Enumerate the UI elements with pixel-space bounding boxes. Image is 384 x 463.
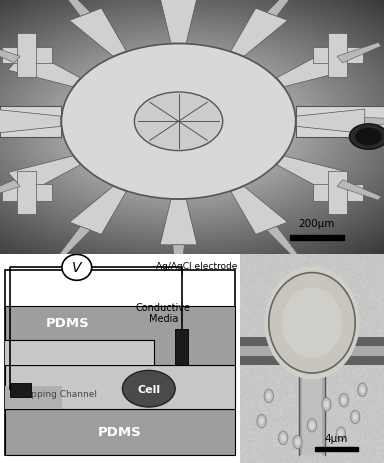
Ellipse shape bbox=[122, 370, 175, 407]
Text: Ag/AgCl electrode: Ag/AgCl electrode bbox=[156, 261, 237, 270]
Circle shape bbox=[259, 418, 264, 425]
Bar bbox=[5, 409, 235, 455]
Text: Conductive
Media: Conductive Media bbox=[136, 302, 191, 324]
Bar bbox=[5, 386, 62, 409]
Circle shape bbox=[307, 419, 316, 432]
Bar bbox=[5, 271, 235, 455]
Polygon shape bbox=[0, 44, 20, 64]
Polygon shape bbox=[8, 50, 80, 88]
Circle shape bbox=[134, 93, 223, 151]
Text: Cell: Cell bbox=[137, 384, 161, 394]
Polygon shape bbox=[267, 227, 297, 256]
Polygon shape bbox=[0, 181, 20, 200]
Polygon shape bbox=[299, 365, 325, 455]
Polygon shape bbox=[277, 156, 349, 194]
Text: PDMS: PDMS bbox=[45, 317, 89, 330]
Polygon shape bbox=[2, 48, 52, 64]
Polygon shape bbox=[240, 338, 384, 346]
Circle shape bbox=[355, 128, 382, 146]
Polygon shape bbox=[313, 185, 363, 201]
Circle shape bbox=[310, 422, 314, 429]
Text: PDMS: PDMS bbox=[98, 425, 142, 438]
Bar bbox=[10, 384, 31, 397]
Circle shape bbox=[349, 125, 384, 150]
Circle shape bbox=[322, 398, 331, 411]
Polygon shape bbox=[277, 50, 349, 88]
Polygon shape bbox=[160, 0, 197, 44]
Polygon shape bbox=[160, 200, 197, 245]
Polygon shape bbox=[70, 187, 126, 235]
Polygon shape bbox=[365, 118, 384, 126]
Polygon shape bbox=[282, 288, 342, 358]
Polygon shape bbox=[240, 346, 384, 357]
Circle shape bbox=[278, 431, 288, 444]
Polygon shape bbox=[60, 0, 90, 17]
Polygon shape bbox=[328, 172, 348, 215]
Text: Trapping Channel: Trapping Channel bbox=[18, 389, 97, 399]
Bar bbox=[5, 307, 235, 365]
Polygon shape bbox=[17, 172, 36, 215]
Circle shape bbox=[257, 414, 266, 428]
Circle shape bbox=[62, 255, 92, 281]
Polygon shape bbox=[17, 34, 36, 77]
Circle shape bbox=[324, 401, 329, 408]
Polygon shape bbox=[337, 44, 381, 64]
Circle shape bbox=[295, 439, 300, 445]
Polygon shape bbox=[328, 34, 348, 77]
Polygon shape bbox=[240, 357, 384, 365]
Polygon shape bbox=[231, 187, 288, 235]
Polygon shape bbox=[0, 107, 61, 137]
Circle shape bbox=[339, 431, 343, 437]
Circle shape bbox=[351, 410, 360, 424]
Circle shape bbox=[360, 387, 365, 393]
Polygon shape bbox=[269, 273, 355, 373]
Polygon shape bbox=[302, 365, 322, 455]
Polygon shape bbox=[265, 267, 359, 380]
Circle shape bbox=[353, 414, 358, 420]
Polygon shape bbox=[337, 181, 381, 200]
Circle shape bbox=[266, 393, 271, 400]
Circle shape bbox=[339, 394, 348, 407]
Circle shape bbox=[264, 389, 273, 403]
Polygon shape bbox=[296, 110, 365, 134]
Polygon shape bbox=[70, 9, 126, 57]
Polygon shape bbox=[2, 185, 52, 201]
Polygon shape bbox=[296, 107, 384, 137]
Polygon shape bbox=[267, 0, 297, 17]
Polygon shape bbox=[299, 346, 325, 365]
Circle shape bbox=[61, 44, 296, 200]
Circle shape bbox=[336, 427, 346, 440]
Text: 200μm: 200μm bbox=[299, 219, 335, 229]
Text: V: V bbox=[72, 261, 81, 275]
Polygon shape bbox=[0, 110, 61, 134]
Polygon shape bbox=[173, 245, 184, 276]
Bar bbox=[5, 365, 235, 409]
Polygon shape bbox=[231, 9, 288, 57]
Circle shape bbox=[281, 435, 285, 441]
Bar bbox=[175, 329, 189, 365]
Polygon shape bbox=[313, 48, 363, 64]
Text: 4μm: 4μm bbox=[325, 433, 348, 443]
Circle shape bbox=[341, 397, 346, 404]
Polygon shape bbox=[290, 236, 344, 240]
Bar bbox=[5, 340, 154, 365]
Polygon shape bbox=[8, 156, 80, 194]
Polygon shape bbox=[60, 227, 90, 256]
Polygon shape bbox=[315, 447, 358, 451]
Circle shape bbox=[293, 435, 302, 449]
Circle shape bbox=[358, 383, 367, 397]
